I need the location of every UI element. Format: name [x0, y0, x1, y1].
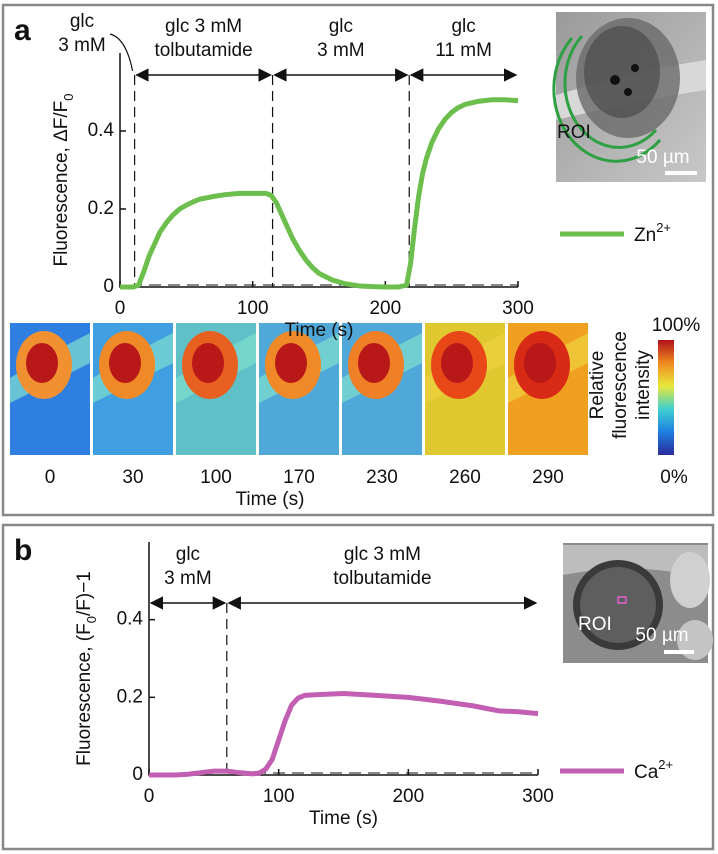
x-tick-label: 0: [115, 298, 126, 319]
thumbnail: [93, 323, 173, 455]
interval-label: 3 mM: [317, 40, 365, 61]
x-tick-label: 100: [237, 298, 269, 319]
micrograph: [563, 543, 713, 663]
colorbar-title: intensity: [633, 350, 654, 420]
thumbnail-cell-core: [192, 343, 224, 383]
thumbnail-time: 290: [532, 467, 564, 488]
data-line: [120, 97, 519, 290]
thumbnail-time: 30: [122, 467, 143, 488]
x-tick-label: 200: [369, 298, 401, 319]
y-axis-label-part: 0: [61, 93, 76, 100]
scale-label: 50 µm: [636, 147, 689, 168]
y-axis-label-part: 0: [84, 616, 99, 623]
y-tick-label: 0.2: [88, 198, 114, 219]
interval-label: glc 3 mM: [344, 544, 421, 565]
axis-line: [119, 53, 518, 288]
thumbnail-time: 230: [366, 467, 398, 488]
colorbar: [658, 340, 674, 455]
interval-label: glc: [176, 544, 200, 565]
x-tick-label: 300: [502, 298, 534, 319]
thumbnail-cell-core: [524, 343, 556, 383]
legend-sup: 2+: [658, 757, 673, 772]
interval-label: glc: [451, 16, 475, 37]
panel-label: b: [14, 534, 32, 567]
note: 3 mM: [58, 35, 106, 56]
thumbnail: [425, 323, 505, 455]
thumbnail: [342, 323, 422, 455]
interval-label: tolbutamide: [333, 568, 431, 589]
thumbnail-time: 0: [45, 467, 56, 488]
thumbnail-cell-core: [26, 343, 58, 383]
thumbnail: [10, 323, 90, 455]
thumbnail-cell-core: [275, 343, 307, 383]
micrograph: [552, 12, 706, 182]
colorbar-min: 0%: [660, 467, 688, 488]
y-tick-label: 0.4: [88, 120, 115, 141]
x-axis-label: Time (s): [285, 320, 354, 341]
x-tick-label: 200: [392, 786, 424, 807]
y-tick-label: 0: [103, 276, 114, 297]
legend-sup: 2+: [656, 220, 671, 235]
strip-x-label: Time (s): [236, 489, 305, 510]
y-tick-label: 0.2: [117, 686, 143, 707]
interval-label: glc 3 mM: [165, 16, 242, 37]
y-axis-label-part: Fluorescence, ΔF/F: [51, 101, 72, 267]
colorbar-max: 100%: [652, 315, 701, 336]
interval-label: tolbutamide: [154, 40, 252, 61]
y-axis-label: Fluorescence, ΔF/F0: [51, 93, 76, 266]
thumbnail-time: 260: [449, 467, 481, 488]
thumbnail-time: 170: [283, 467, 315, 488]
colorbar-title: fluorescence: [610, 331, 631, 439]
y-axis-label-part: Fluorescence, (F: [74, 623, 95, 766]
thumbnail-cell-core: [109, 343, 141, 383]
panel-frame: [1, 523, 715, 851]
legend-label: Ca2+: [634, 757, 673, 783]
roi-label: ROI: [557, 122, 591, 143]
note-leader: [109, 33, 134, 72]
interval-label: 3 mM: [164, 568, 212, 589]
interval-label: 11 mM: [435, 40, 492, 61]
thumbnail: [259, 323, 339, 455]
data-line: [149, 690, 539, 778]
y-tick-label: 0.4: [117, 609, 144, 630]
legend-label: Zn2+: [634, 220, 671, 246]
y-axis-label: Fluorescence, (F0/F)−1: [74, 571, 99, 766]
roi-label: ROI: [578, 614, 612, 635]
x-tick-label: 300: [522, 786, 554, 807]
interval-label: glc: [329, 16, 353, 37]
thumbnail: [176, 323, 256, 455]
note: glc: [70, 11, 94, 32]
thumbnail: [508, 323, 588, 455]
x-axis-label: Time (s): [309, 808, 378, 829]
y-axis-label-part: /F)−1: [74, 571, 95, 616]
panel-frame: [1, 3, 715, 517]
x-tick-label: 100: [263, 786, 295, 807]
panel-label: a: [14, 14, 31, 47]
legend-name: Ca: [634, 762, 659, 783]
legend-name: Zn: [634, 225, 656, 246]
thumbnail-cell-core: [441, 343, 473, 383]
x-tick-label: 0: [144, 786, 155, 807]
colorbar-title: Relative: [587, 351, 608, 420]
y-tick-label: 0: [132, 764, 143, 785]
scale-label: 50 µm: [635, 625, 688, 646]
thumbnail-time: 100: [200, 467, 232, 488]
thumbnail-cell-core: [358, 343, 390, 383]
